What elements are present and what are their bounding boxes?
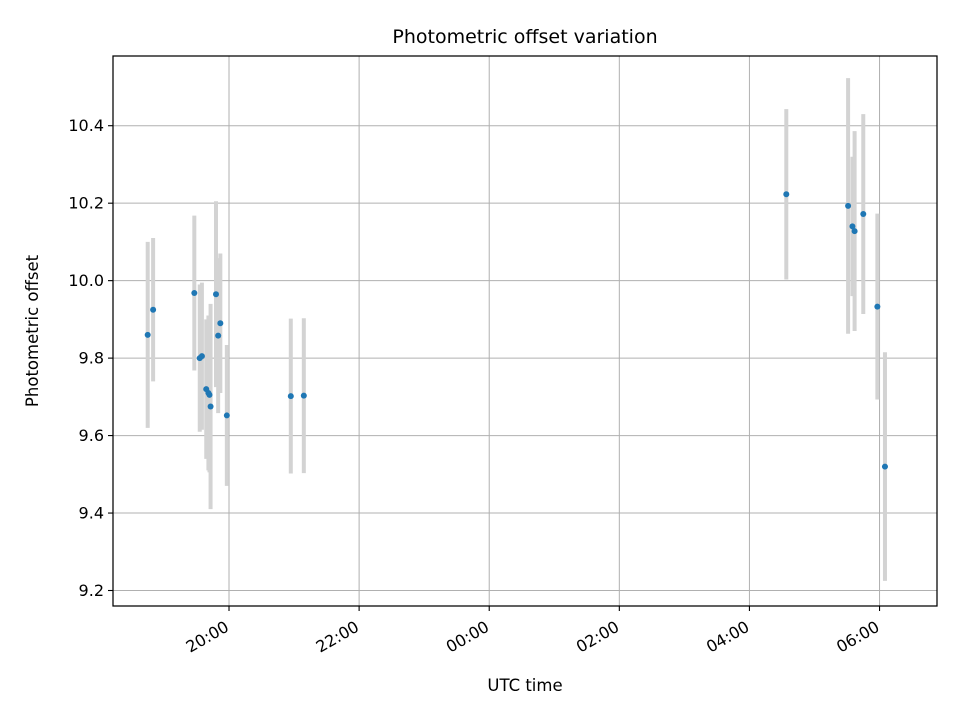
data-points: [144, 191, 888, 470]
y-tick-label: 10.0: [68, 271, 104, 290]
grid: [113, 56, 937, 606]
data-point: [207, 403, 214, 410]
data-point: [206, 391, 213, 398]
data-point: [287, 393, 294, 400]
data-point: [144, 331, 151, 338]
y-tick-label: 9.2: [79, 581, 104, 600]
data-point: [845, 202, 852, 209]
data-point: [223, 412, 230, 419]
y-axis-ticks: 9.2 9.4 9.6 9.8 10.0 10.2 10.4: [68, 116, 113, 600]
data-point: [860, 211, 867, 218]
y-axis-label: Photometric offset: [23, 254, 42, 407]
data-point: [215, 332, 222, 339]
plot-frame: [112, 55, 938, 607]
data-point: [150, 306, 157, 313]
data-point: [849, 223, 856, 230]
plot-area-background: [113, 56, 937, 606]
data-point: [783, 191, 790, 198]
data-point: [300, 392, 307, 399]
y-tick-label: 9.6: [79, 426, 104, 445]
data-point: [217, 320, 224, 327]
data-point: [198, 353, 205, 360]
data-point: [191, 290, 198, 297]
data-point: [874, 303, 881, 310]
y-tick-label: 9.8: [79, 349, 104, 368]
y-tick-label: 9.4: [79, 504, 104, 523]
chart-title: Photometric offset variation: [392, 26, 657, 48]
y-tick-label: 10.4: [68, 116, 104, 135]
x-axis-label: UTC time: [487, 676, 562, 695]
data-point: [851, 228, 858, 235]
data-point: [213, 291, 219, 298]
data-point: [881, 463, 888, 470]
y-tick-label: 10.2: [68, 194, 104, 213]
